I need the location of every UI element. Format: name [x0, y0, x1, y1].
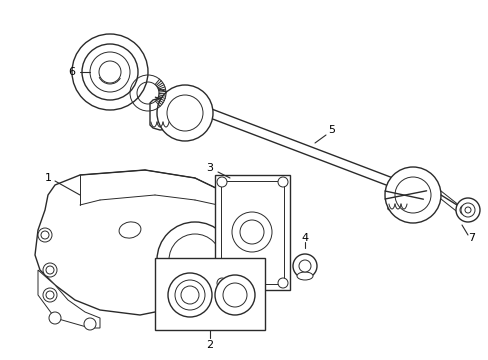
Circle shape [298, 260, 310, 272]
Circle shape [464, 207, 470, 213]
Circle shape [157, 85, 213, 141]
Text: 1: 1 [44, 173, 51, 183]
Circle shape [240, 220, 264, 244]
Ellipse shape [296, 272, 312, 280]
Circle shape [46, 266, 54, 274]
Circle shape [278, 278, 287, 288]
Circle shape [167, 95, 203, 131]
Text: 6: 6 [68, 67, 75, 77]
Circle shape [292, 254, 316, 278]
Ellipse shape [119, 222, 141, 238]
Circle shape [43, 288, 57, 302]
Circle shape [43, 263, 57, 277]
Circle shape [223, 283, 246, 307]
Circle shape [384, 167, 440, 223]
Circle shape [215, 275, 254, 315]
Circle shape [231, 212, 271, 252]
Text: 7: 7 [468, 233, 475, 243]
Circle shape [394, 177, 430, 213]
Circle shape [84, 318, 96, 330]
Text: 5: 5 [328, 125, 335, 135]
Circle shape [181, 286, 199, 304]
Circle shape [82, 44, 138, 100]
Circle shape [38, 228, 52, 242]
Text: 3: 3 [206, 163, 213, 173]
Circle shape [90, 52, 130, 92]
Circle shape [169, 234, 221, 286]
Circle shape [46, 291, 54, 299]
Circle shape [278, 177, 287, 187]
Text: 4: 4 [301, 233, 308, 243]
Circle shape [41, 231, 49, 239]
Polygon shape [38, 270, 100, 328]
Polygon shape [387, 177, 407, 214]
Circle shape [459, 205, 469, 215]
Circle shape [456, 202, 472, 218]
Circle shape [217, 177, 226, 187]
Circle shape [168, 273, 212, 317]
Circle shape [49, 312, 61, 324]
Text: 2: 2 [206, 340, 213, 350]
Circle shape [455, 198, 479, 222]
Circle shape [72, 34, 148, 110]
Circle shape [217, 278, 226, 288]
Bar [215, 175, 289, 290]
Bar [155, 258, 264, 330]
Bar [221, 181, 284, 284]
Circle shape [157, 222, 232, 298]
Circle shape [460, 203, 474, 217]
Polygon shape [150, 97, 170, 130]
Circle shape [175, 280, 204, 310]
Polygon shape [35, 170, 227, 315]
Circle shape [99, 61, 121, 83]
